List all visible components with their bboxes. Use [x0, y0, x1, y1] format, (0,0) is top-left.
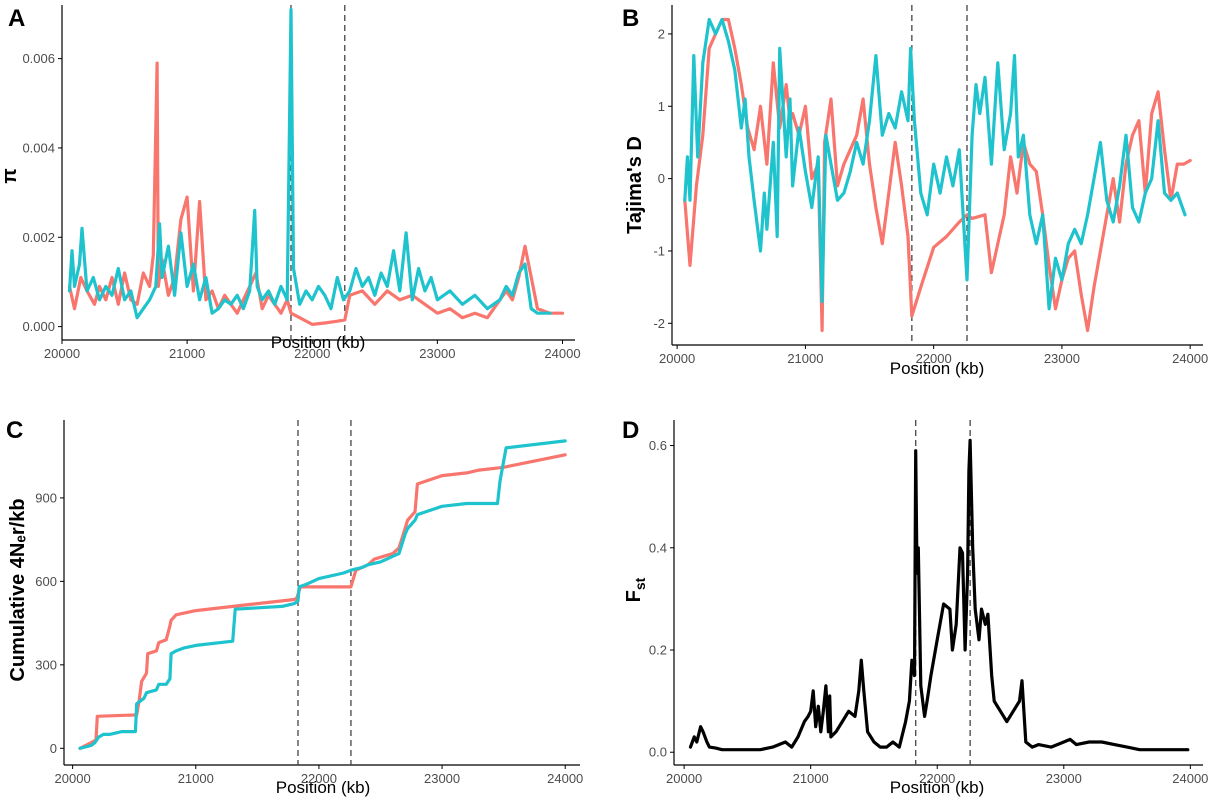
panel-d-y-tick-label: 0.6	[649, 438, 667, 453]
panel-a-x-axis-title: Position (kb)	[271, 333, 365, 352]
panel-d-y-tick-label: 0.0	[649, 745, 667, 760]
panel-c-y-tick-label: 0	[50, 741, 57, 756]
panel-d-y-axis-title: Fst	[623, 577, 648, 602]
panel-b-x-tick-label: 21000	[787, 351, 823, 366]
panel-c-x-tick-label: 24000	[547, 771, 583, 786]
panel-b-y-tick-label: -1	[653, 243, 665, 258]
panel-b-x-tick-label: 20000	[659, 351, 695, 366]
panel-d-x-tick-label: 20000	[666, 771, 702, 786]
panel-a-x-tick-label: 24000	[544, 346, 580, 361]
panel-d-y-tick-label: 0.4	[649, 540, 667, 555]
panel-c-y-tick-label: 900	[35, 490, 57, 505]
panel-b-y-tick-label: 2	[658, 26, 665, 41]
panel-a-x-tick-label: 23000	[419, 346, 455, 361]
panel-b-label: B	[622, 5, 639, 32]
panel-b-x-tick-label: 23000	[1044, 351, 1080, 366]
panel-b-series-line-2	[683, 17, 1187, 311]
panel-c-y-tick-label: 600	[35, 574, 57, 589]
panel-d-x-tick-label: 23000	[1046, 771, 1082, 786]
panel-a-y-tick-label: 0.000	[22, 319, 55, 334]
panel-a-pi-plot: A π Position (kb) 20000 21000 22000 23000 24…	[0, 5, 581, 361]
panel-d-fst-plot: D Fst Position (kb) 20000 21000 22000 23000…	[622, 417, 1208, 797]
panel-d-x-tick-label: 21000	[793, 771, 829, 786]
panel-a-x-tick-label: 20000	[44, 346, 80, 361]
panel-a-x-tick-label: 22000	[294, 346, 330, 361]
panel-d-label: D	[622, 417, 639, 444]
panel-d-series-line-1	[688, 438, 1190, 752]
panel-c-x-tick-label: 20000	[55, 771, 91, 786]
panel-c-cumulative-recombination-plot: C Cumulative 4Nₑr/kb Position (kb) 20000…	[6, 417, 583, 797]
panel-c-y-axis-title: Cumulative 4Nₑr/kb	[7, 498, 29, 681]
panel-d-x-axis-title: Position (kb)	[890, 778, 984, 797]
panel-b-x-tick-label: 22000	[916, 351, 952, 366]
panel-d-x-tick-label: 22000	[919, 771, 955, 786]
panel-a-y-tick-label: 0.006	[22, 51, 55, 66]
panel-c-x-axis-title: Position (kb)	[276, 778, 370, 797]
panel-b-y-tick-label: 1	[658, 99, 665, 114]
panel-b-tajimas-d-plot: B Tajima's D Position (kb) 20000 21000 220…	[622, 5, 1208, 378]
panel-c-series-line-2	[78, 439, 567, 750]
panel-a-series-line-2	[67, 7, 552, 320]
panel-b-y-tick-label: -2	[653, 316, 665, 331]
panel-c-label: C	[6, 417, 23, 444]
panel-d-y-axis-title-main: F	[623, 590, 645, 602]
panel-c-x-tick-label: 21000	[178, 771, 214, 786]
panel-b-x-axis-title: Position (kb)	[890, 359, 984, 378]
panel-c-y-tick-label: 300	[35, 657, 57, 672]
panel-b-x-tick-label: 24000	[1172, 351, 1208, 366]
panel-b-y-tick-label: 0	[658, 171, 665, 186]
panel-a-y-tick-label: 0.002	[22, 230, 55, 245]
panel-c-x-tick-label: 22000	[301, 771, 337, 786]
panel-a-series-line-1	[67, 61, 565, 326]
panel-b-y-axis-title: Tajima's D	[624, 136, 646, 234]
panel-a-y-tick-label: 0.004	[22, 140, 55, 155]
panel-c-x-tick-label: 23000	[424, 771, 460, 786]
panel-d-y-tick-label: 0.2	[649, 643, 667, 658]
panel-a-x-tick-label: 21000	[169, 346, 205, 361]
panel-a-y-axis-title: π	[0, 168, 21, 183]
panel-d-y-axis-title-subscript: st	[632, 577, 648, 590]
panel-a-label: A	[8, 5, 25, 32]
panel-d-x-tick-label: 24000	[1172, 771, 1208, 786]
panel-c-series-line-1	[78, 453, 567, 750]
